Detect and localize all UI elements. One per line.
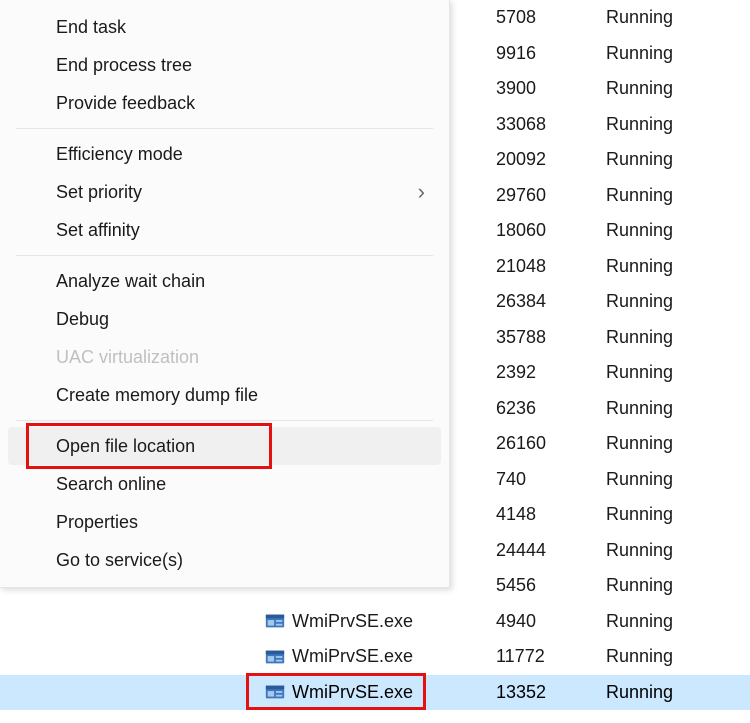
process-status: Running: [600, 362, 720, 383]
menu-item-label: Create memory dump file: [56, 385, 258, 406]
process-pid: 26160: [490, 433, 600, 454]
process-pid: 3900: [490, 78, 600, 99]
process-status: Running: [600, 78, 720, 99]
exe-icon: [264, 646, 286, 668]
process-status: Running: [600, 611, 720, 632]
menu-item-label: Set affinity: [56, 220, 140, 241]
process-icon-cell: [260, 681, 290, 703]
process-status: Running: [600, 220, 720, 241]
context-menu: End task End process tree Provide feedback…: [0, 0, 450, 588]
process-pid: 9916: [490, 43, 600, 64]
menu-item-create-memory-dump-file[interactable]: Create memory dump file: [8, 376, 441, 414]
menu-item-label: Provide feedback: [56, 93, 195, 114]
process-pid: 18060: [490, 220, 600, 241]
menu-item-label: Efficiency mode: [56, 144, 183, 165]
table-row[interactable]: WmiPrvSE.exe4940Running: [0, 604, 750, 640]
process-name: WmiPrvSE.exe: [290, 646, 490, 667]
process-status: Running: [600, 575, 720, 596]
exe-icon: [264, 681, 286, 703]
process-pid: 13352: [490, 682, 600, 703]
menu-item-label: End process tree: [56, 55, 192, 76]
menu-item-end-task[interactable]: End task: [8, 8, 441, 46]
table-row[interactable]: WmiPrvSE.exe13352Running: [0, 675, 750, 711]
process-pid: 5456: [490, 575, 600, 596]
menu-item-end-process-tree[interactable]: End process tree: [8, 46, 441, 84]
menu-item-label: Debug: [56, 309, 109, 330]
process-pid: 2392: [490, 362, 600, 383]
menu-item-search-online[interactable]: Search online: [8, 465, 441, 503]
process-pid: 24444: [490, 540, 600, 561]
process-status: Running: [600, 433, 720, 454]
menu-item-label: Set priority: [56, 182, 142, 203]
process-pid: 6236: [490, 398, 600, 419]
menu-item-set-affinity[interactable]: Set affinity: [8, 211, 441, 249]
menu-separator: [16, 255, 433, 256]
menu-item-set-priority[interactable]: Set priority ›: [8, 173, 441, 211]
process-name: WmiPrvSE.exe: [290, 682, 490, 703]
process-status: Running: [600, 682, 720, 703]
process-name: WmiPrvSE.exe: [290, 611, 490, 632]
process-pid: 20092: [490, 149, 600, 170]
process-pid: 35788: [490, 327, 600, 348]
process-status: Running: [600, 504, 720, 525]
process-pid: 21048: [490, 256, 600, 277]
menu-item-debug[interactable]: Debug: [8, 300, 441, 338]
menu-item-uac-virtualization: UAC virtualization: [8, 338, 441, 376]
menu-separator: [16, 420, 433, 421]
menu-item-label: Go to service(s): [56, 550, 183, 571]
process-pid: 11772: [490, 646, 600, 667]
process-status: Running: [600, 149, 720, 170]
process-status: Running: [600, 256, 720, 277]
menu-item-label: Search online: [56, 474, 166, 495]
process-pid: 740: [490, 469, 600, 490]
process-status: Running: [600, 185, 720, 206]
process-pid: 4148: [490, 504, 600, 525]
table-row[interactable]: WmiPrvSE.exe11772Running: [0, 639, 750, 675]
process-status: Running: [600, 540, 720, 561]
menu-item-efficiency-mode[interactable]: Efficiency mode: [8, 135, 441, 173]
process-status: Running: [600, 7, 720, 28]
process-icon-cell: [260, 646, 290, 668]
process-pid: 26384: [490, 291, 600, 312]
process-pid: 29760: [490, 185, 600, 206]
process-status: Running: [600, 291, 720, 312]
process-pid: 5708: [490, 7, 600, 28]
menu-item-label: Open file location: [56, 436, 195, 457]
process-status: Running: [600, 469, 720, 490]
menu-item-label: End task: [56, 17, 126, 38]
menu-item-provide-feedback[interactable]: Provide feedback: [8, 84, 441, 122]
menu-item-label: Properties: [56, 512, 138, 533]
process-status: Running: [600, 43, 720, 64]
menu-item-label: UAC virtualization: [56, 347, 199, 368]
chevron-right-icon: ›: [418, 179, 425, 205]
exe-icon: [264, 610, 286, 632]
menu-item-open-file-location[interactable]: Open file location: [8, 427, 441, 465]
process-pid: 33068: [490, 114, 600, 135]
menu-item-go-to-service-s[interactable]: Go to service(s): [8, 541, 441, 579]
menu-item-properties[interactable]: Properties: [8, 503, 441, 541]
process-icon-cell: [260, 610, 290, 632]
process-pid: 4940: [490, 611, 600, 632]
menu-item-analyze-wait-chain[interactable]: Analyze wait chain: [8, 262, 441, 300]
menu-item-label: Analyze wait chain: [56, 271, 205, 292]
menu-separator: [16, 128, 433, 129]
process-status: Running: [600, 114, 720, 135]
process-status: Running: [600, 646, 720, 667]
process-status: Running: [600, 327, 720, 348]
process-status: Running: [600, 398, 720, 419]
